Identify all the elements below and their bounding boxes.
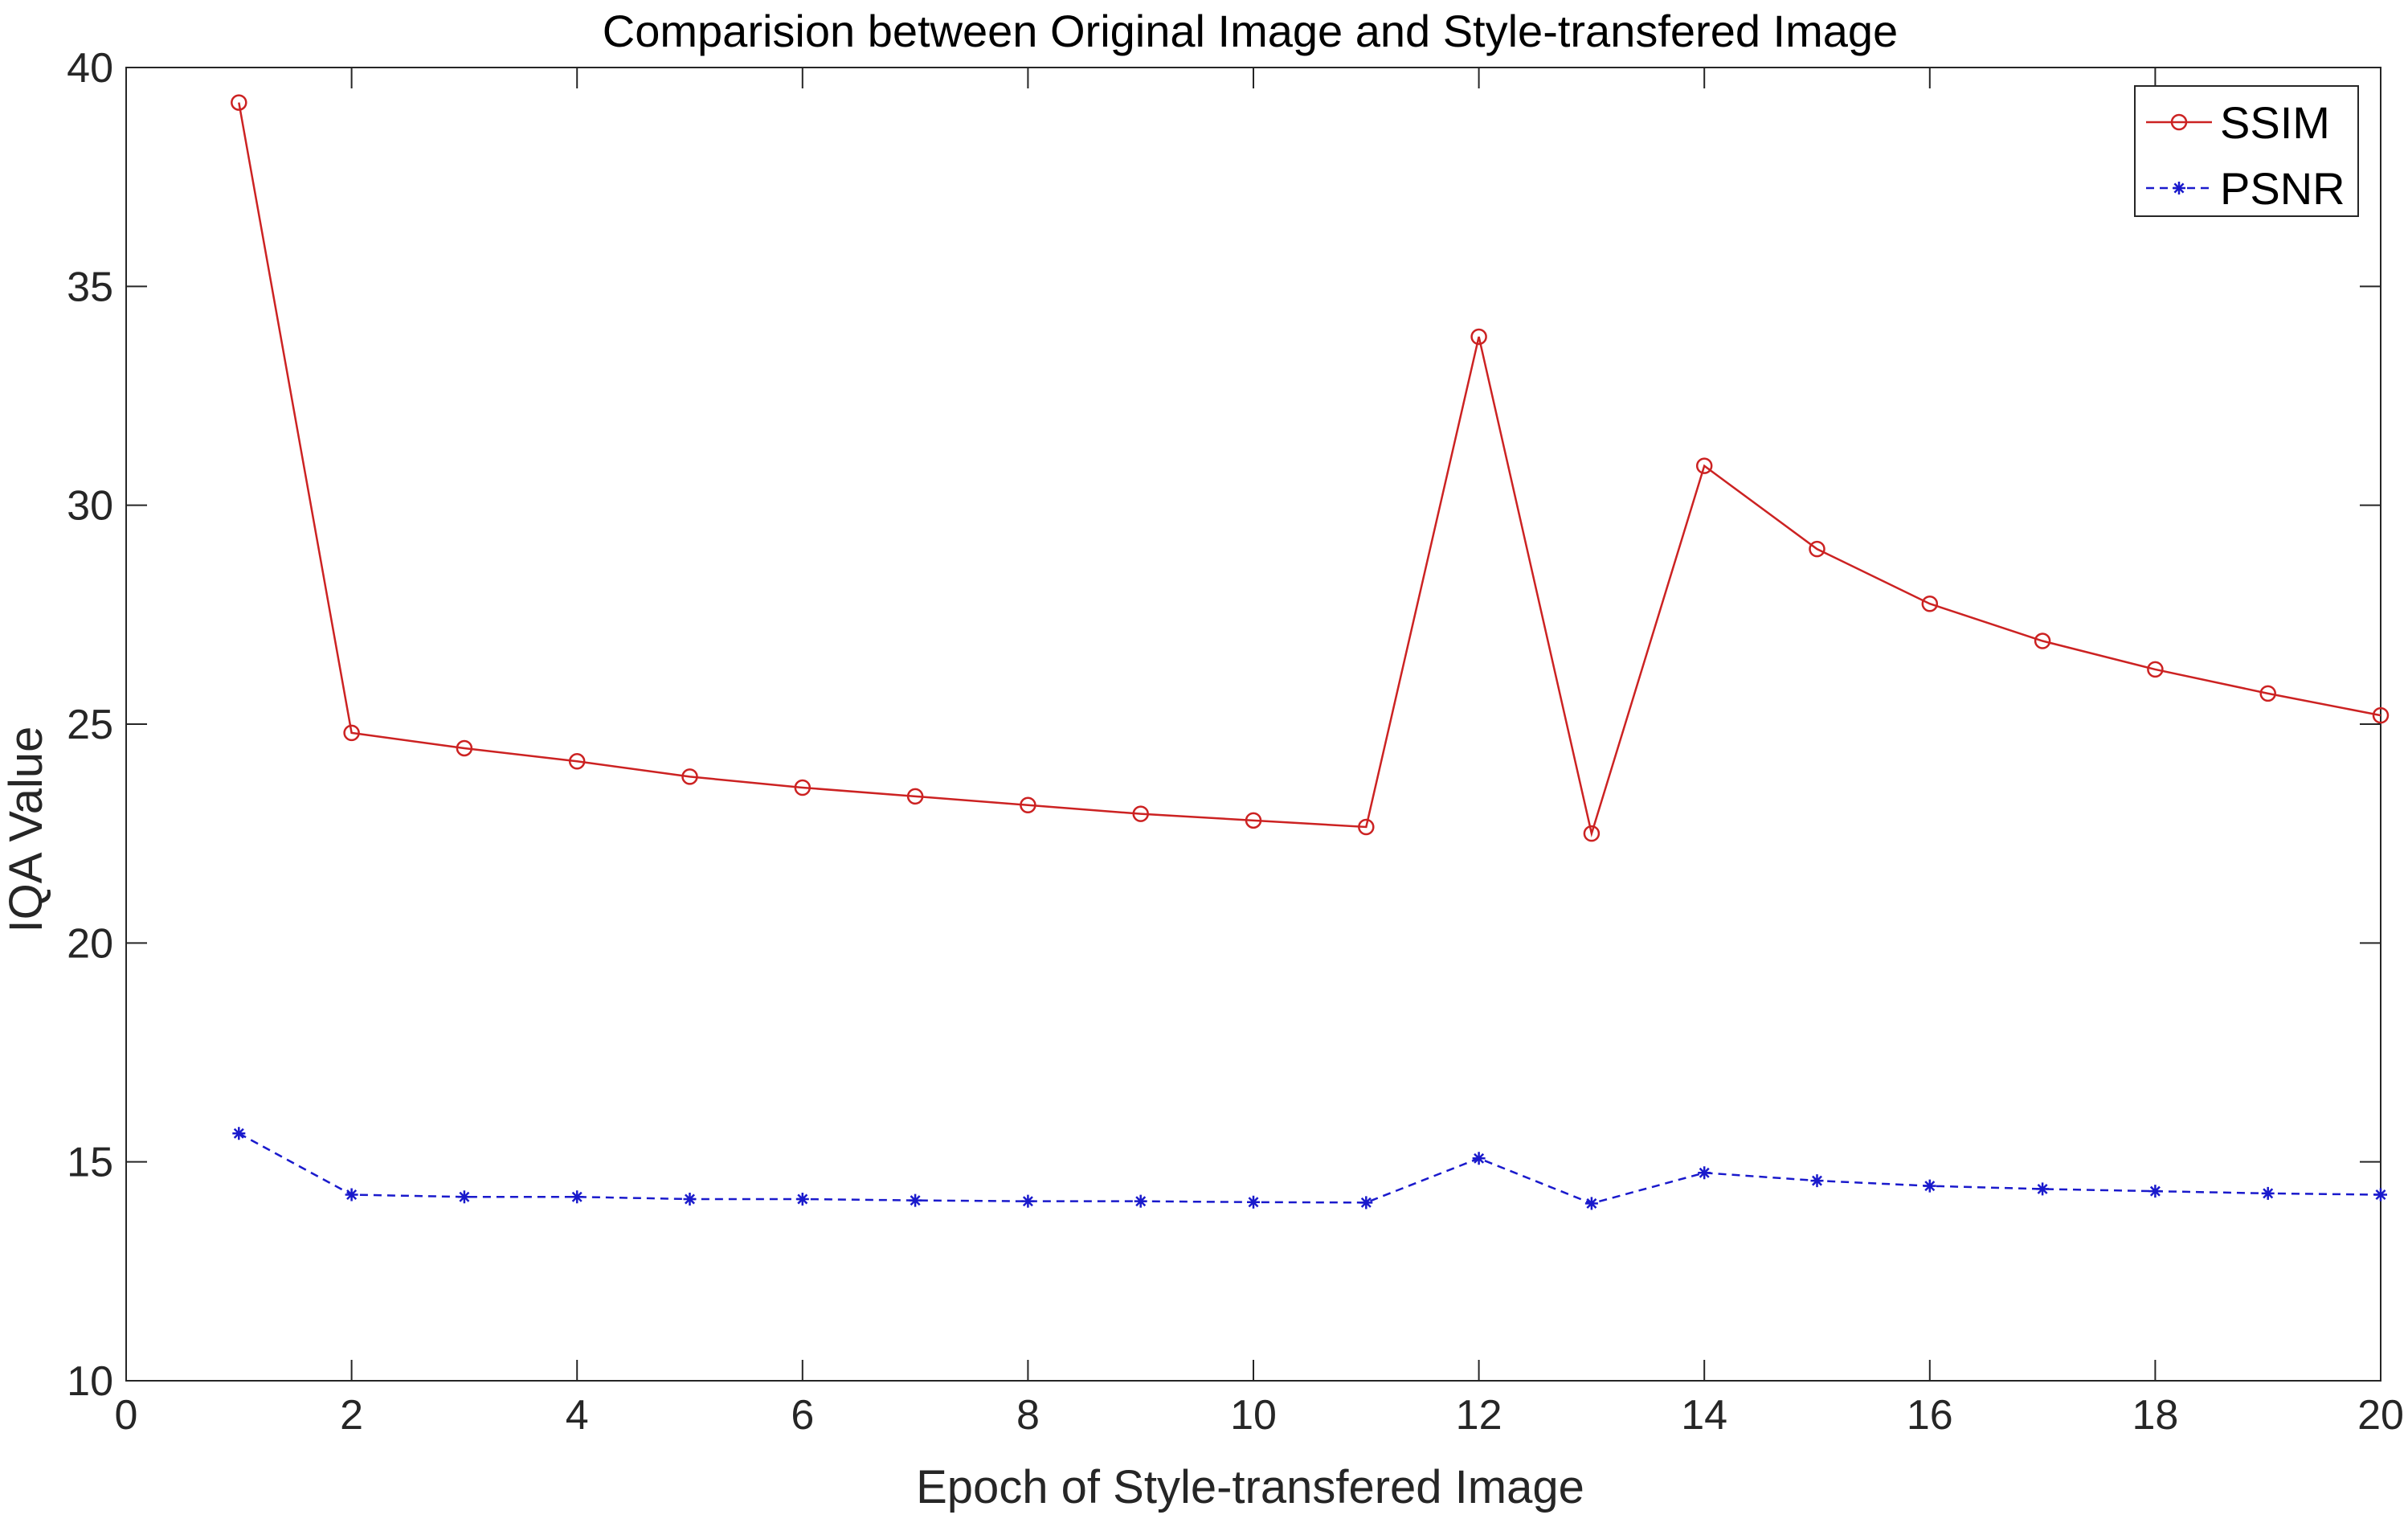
x-tick-label: 4 — [566, 1392, 589, 1439]
data-point-ssim — [2034, 633, 2051, 649]
data-point-ssim — [906, 788, 924, 805]
legend-marker-ssim — [2170, 113, 2188, 131]
data-point-ssim — [1132, 805, 1149, 822]
data-point-ssim — [1470, 328, 1487, 346]
series-line-ssim — [238, 102, 2381, 838]
data-point-ssim — [1245, 812, 1262, 829]
data-point-ssim — [1921, 595, 1939, 612]
x-axis-label: Epoch of Style-transfered Image — [916, 1461, 1584, 1513]
data-point-psnr — [232, 1127, 246, 1140]
ticks-layer: 0 2 4 6 8 10 12 14 16 18 20 10 15 20 25 30 35 40 — [67, 45, 2404, 1439]
data-point-ssim — [1020, 796, 1036, 814]
x-tick-label: 18 — [2132, 1392, 2178, 1439]
y-tick-label: 15 — [67, 1140, 113, 1186]
y-axis-label: IQA Value — [0, 727, 52, 933]
data-point-psnr — [2148, 1185, 2162, 1198]
series-layer — [231, 94, 2390, 1210]
x-tick-label: 16 — [1907, 1392, 1953, 1439]
axes-box — [125, 67, 2381, 1382]
data-point-ssim — [794, 779, 812, 796]
series-ssim — [231, 94, 2390, 842]
series-psnr — [232, 1127, 2387, 1210]
y-tick-label: 40 — [67, 45, 113, 92]
series-line-psnr — [238, 1132, 2381, 1205]
data-point-psnr — [1810, 1174, 1824, 1188]
legend-label-ssim: SSIM — [2220, 97, 2330, 148]
x-tick-label: 12 — [1456, 1392, 1502, 1439]
data-point-ssim — [1583, 825, 1601, 842]
x-tick-label: 2 — [340, 1392, 363, 1439]
legend-label-psnr: PSNR — [2220, 163, 2345, 214]
plot-area — [125, 67, 2381, 1382]
legend-box — [2134, 85, 2359, 217]
y-tick-label: 35 — [67, 264, 113, 310]
data-point-psnr — [1134, 1194, 1147, 1208]
data-point-psnr — [2374, 1188, 2387, 1202]
data-point-psnr — [345, 1188, 358, 1202]
data-point-ssim — [2372, 706, 2390, 724]
data-point-psnr — [457, 1190, 471, 1204]
data-point-psnr — [1472, 1152, 1486, 1165]
data-point-psnr — [1247, 1195, 1260, 1209]
data-point-ssim — [1695, 457, 1713, 474]
y-tick-label: 20 — [67, 920, 113, 967]
data-point-ssim — [456, 739, 473, 757]
x-tick-label: 8 — [1016, 1392, 1040, 1439]
data-point-ssim — [681, 768, 698, 785]
data-point-psnr — [570, 1190, 584, 1204]
y-tick-label: 25 — [67, 702, 113, 748]
data-point-psnr — [795, 1192, 809, 1206]
chart-title: Comparision between Original Image and S… — [603, 6, 1898, 56]
data-point-psnr — [1359, 1196, 1373, 1210]
data-point-ssim — [1809, 540, 1825, 558]
data-point-psnr — [909, 1193, 922, 1207]
legend-marker-psnr — [2173, 182, 2185, 194]
x-tick-label: 20 — [2357, 1392, 2404, 1439]
data-point-ssim — [2147, 661, 2164, 678]
data-point-psnr — [1923, 1179, 1936, 1193]
data-point-psnr — [1698, 1166, 1711, 1180]
data-point-ssim — [568, 753, 586, 770]
data-point-ssim — [343, 724, 360, 742]
x-tick-label: 14 — [1681, 1392, 1727, 1439]
data-point-psnr — [683, 1192, 697, 1206]
data-point-psnr — [2036, 1182, 2050, 1196]
x-tick-label: 10 — [1230, 1392, 1277, 1439]
legend: SSIM PSNR — [2134, 85, 2359, 217]
y-tick-label: 30 — [67, 483, 113, 530]
data-point-ssim — [231, 94, 247, 111]
data-point-psnr — [1584, 1197, 1598, 1210]
x-tick-label: 0 — [115, 1392, 138, 1439]
data-point-ssim — [2259, 685, 2276, 702]
data-point-ssim — [1358, 818, 1375, 836]
x-tick-label: 6 — [791, 1392, 814, 1439]
data-point-psnr — [2261, 1186, 2275, 1200]
data-point-psnr — [1021, 1194, 1035, 1208]
y-tick-label: 10 — [67, 1358, 113, 1405]
